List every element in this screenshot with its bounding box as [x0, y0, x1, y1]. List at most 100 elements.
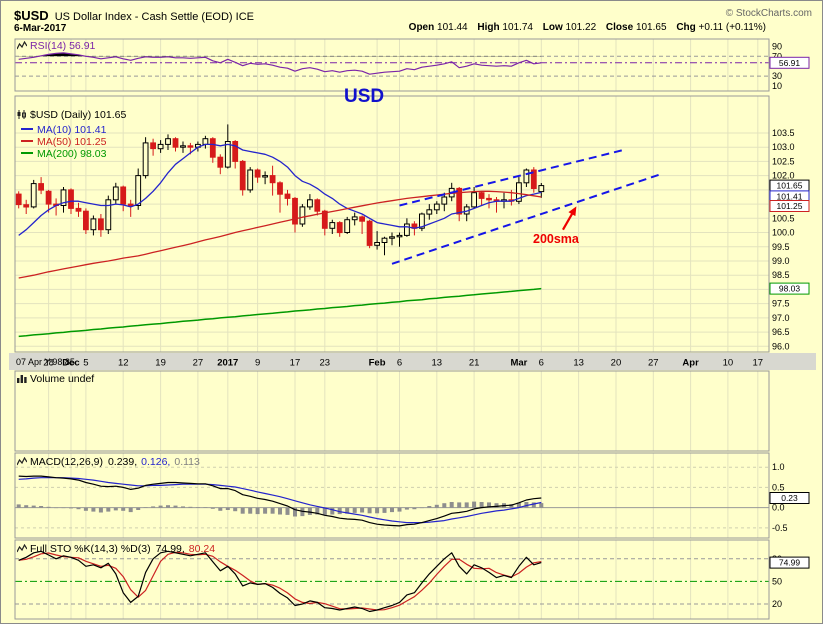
svg-text:74.99: 74.99 — [779, 558, 801, 568]
svg-text:99.0: 99.0 — [772, 256, 790, 266]
line-chart-icon — [16, 456, 28, 469]
svg-text:28: 28 — [43, 358, 54, 369]
svg-text:27: 27 — [193, 358, 204, 369]
sto-label: Full STO %K(14,3) %D(3) — [30, 543, 151, 555]
svg-text:20: 20 — [611, 358, 622, 369]
svg-text:90: 90 — [772, 41, 782, 51]
svg-text:96.0: 96.0 — [772, 341, 790, 351]
svg-text:97.5: 97.5 — [772, 299, 790, 309]
svg-text:17: 17 — [290, 358, 301, 369]
sto-d-value: 80.24 — [188, 543, 216, 555]
price-title: $USD (Daily) 101.65 — [30, 109, 127, 121]
sto-panel-label: Full STO %K(14,3) %D(3) 74.99, 80.24 — [16, 543, 216, 556]
line-chart-icon — [16, 40, 28, 53]
chg-value: +0.11 (+0.11%) — [698, 22, 766, 33]
line-chart-icon — [16, 543, 28, 556]
svg-text:13: 13 — [432, 358, 443, 369]
svg-text:0.23: 0.23 — [781, 493, 798, 503]
volume-panel-label: Volume undef — [17, 373, 94, 386]
ohlc-readout: Open 101.44 High 101.74 Low 101.22 Close… — [402, 22, 766, 33]
svg-text:30: 30 — [772, 71, 782, 81]
svg-text:98.5: 98.5 — [772, 270, 790, 280]
chart-date: 6-Mar-2017 — [14, 23, 67, 34]
ma10-legend-swatch — [21, 128, 33, 130]
sto-k-value: 74.99, — [155, 543, 185, 555]
svg-text:50: 50 — [772, 576, 782, 586]
chg-label: Chg — [676, 22, 696, 33]
close-value: 101.65 — [635, 22, 667, 33]
volume-label: Volume undef — [30, 373, 95, 385]
svg-text:103.5: 103.5 — [772, 128, 795, 138]
svg-text:99.5: 99.5 — [772, 242, 790, 252]
svg-text:10: 10 — [772, 81, 782, 91]
ma10-legend: MA(10) 101.41 — [21, 124, 106, 136]
svg-text:5: 5 — [83, 358, 88, 369]
svg-text:97.0: 97.0 — [772, 313, 790, 323]
svg-text:6: 6 — [397, 358, 402, 369]
ma200-legend: MA(200) 98.03 — [21, 148, 106, 160]
copyright: © StockCharts.com — [725, 8, 812, 19]
price-panel-label: $USD (Daily) 101.65 — [17, 109, 126, 122]
ma50-legend-swatch — [21, 140, 33, 142]
svg-text:101.41: 101.41 — [777, 191, 803, 201]
close-label: Close — [605, 22, 634, 33]
svg-text:20: 20 — [772, 599, 782, 609]
svg-text:1.0: 1.0 — [772, 462, 785, 472]
svg-text:-0.5: -0.5 — [772, 523, 788, 533]
svg-text:Feb: Feb — [369, 358, 386, 369]
svg-text:12: 12 — [118, 358, 129, 369]
chart-title: US Dollar Index - Cash Settle (EOD) ICE — [54, 11, 254, 23]
svg-text:96.5: 96.5 — [772, 327, 790, 337]
svg-text:Mar: Mar — [510, 358, 527, 369]
open-label: Open — [408, 22, 435, 33]
svg-text:27: 27 — [648, 358, 659, 369]
macd-value: 0.239, — [107, 456, 138, 468]
svg-text:2017: 2017 — [217, 358, 238, 369]
usd-annotation: USD — [344, 86, 385, 107]
svg-text:56.91: 56.91 — [779, 58, 801, 68]
rsi-label: RSI(14) 56.91 — [30, 40, 96, 52]
ma200-label: MA(200) 98.03 — [37, 148, 107, 160]
svg-text:23: 23 — [320, 358, 331, 369]
high-value: 101.74 — [502, 22, 533, 33]
sma-annotation: 200sma — [533, 232, 579, 246]
svg-text:13: 13 — [573, 358, 584, 369]
svg-text:0.5: 0.5 — [772, 482, 785, 492]
svg-text:100.0: 100.0 — [772, 228, 795, 238]
macd-label: MACD(12,26,9) — [30, 456, 103, 468]
chart-header: $USD US Dollar Index - Cash Settle (EOD) … — [14, 7, 254, 25]
svg-text:102.0: 102.0 — [772, 171, 795, 181]
svg-text:101.65: 101.65 — [777, 181, 803, 191]
svg-text:Apr: Apr — [682, 358, 699, 369]
rsi-panel-label: RSI(14) 56.91 — [16, 40, 96, 53]
open-value: 101.44 — [437, 22, 468, 33]
ma200-legend-swatch — [21, 152, 33, 154]
ma50-label: MA(50) 101.25 — [37, 136, 107, 148]
svg-text:6: 6 — [539, 358, 544, 369]
macd-hist-value: 0.113 — [174, 456, 200, 468]
low-label: Low — [542, 22, 563, 33]
svg-text:Dec: Dec — [62, 358, 79, 369]
svg-text:100.5: 100.5 — [772, 213, 795, 223]
svg-text:17: 17 — [753, 358, 764, 369]
svg-text:0.0: 0.0 — [772, 503, 785, 513]
svg-text:10: 10 — [723, 358, 734, 369]
candlestick-icon — [17, 110, 27, 122]
macd-signal-value: 0.126, — [141, 456, 171, 468]
svg-text:19: 19 — [155, 358, 166, 369]
svg-text:70: 70 — [772, 51, 782, 61]
svg-text:9: 9 — [255, 358, 260, 369]
bar-chart-icon — [17, 374, 27, 386]
svg-text:21: 21 — [469, 358, 480, 369]
svg-text:103.0: 103.0 — [772, 142, 795, 152]
svg-text:101.25: 101.25 — [777, 201, 803, 211]
symbol: $USD — [14, 8, 49, 23]
axis-note: 07 Apr Y:98.85 — [16, 357, 75, 367]
ma10-label: MA(10) 101.41 — [37, 124, 107, 136]
svg-text:98.03: 98.03 — [779, 284, 801, 294]
ma50-legend: MA(50) 101.25 — [21, 136, 106, 148]
low-value: 101.22 — [565, 22, 597, 33]
high-label: High — [477, 22, 500, 33]
